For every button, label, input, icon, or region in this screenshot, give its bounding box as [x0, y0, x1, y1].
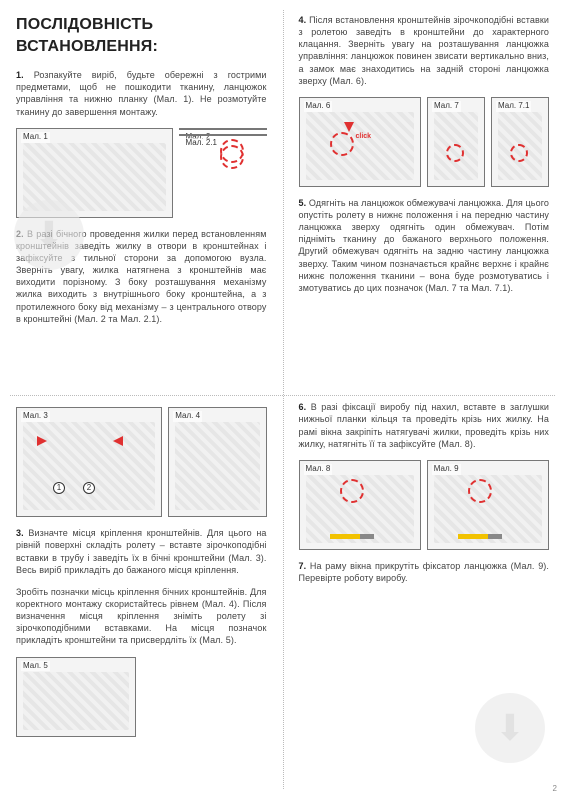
arrow-icon — [113, 436, 123, 446]
step-3a-text: 3. Визначте місця кріплення кронштейнів.… — [16, 527, 267, 576]
page-number: 2 — [553, 784, 557, 795]
figure-2-1: Мал. 2.1 — [179, 134, 267, 136]
figure-3: Мал. 3 1 2 — [16, 407, 162, 517]
figure-4-label: Мал. 4 — [173, 411, 202, 422]
quadrant-top-right: 4. Після встановлення кронштейнів зірочк… — [283, 0, 565, 387]
callout-circle — [330, 132, 354, 156]
step-5-text: 5. Одягніть на ланцюжок обмежувачі ланцю… — [299, 197, 550, 294]
figure-4-illustration — [175, 422, 259, 510]
fig-row-1: Мал. 1 Мал. 2 Мал. 2.1 — [16, 128, 267, 218]
step-7-text: 7. На раму вікна прикрутіть фіксатор лан… — [299, 560, 550, 584]
step-4-text: 4. Після встановлення кронштейнів зірочк… — [299, 14, 550, 87]
figure-7-1-label: Мал. 7.1 — [496, 101, 531, 112]
callout-circle — [446, 144, 464, 162]
figure-9-label: Мал. 9 — [432, 464, 461, 475]
down-arrow-icon — [344, 122, 354, 132]
fig-row-8-9: Мал. 8 Мал. 9 — [299, 460, 550, 550]
screwdriver-icon — [458, 534, 502, 539]
quadrant-bottom-right: 6. В разі фіксації виробу під нахил, вст… — [283, 387, 565, 799]
quadrant-top-left: ПОСЛІДОВНІСТЬ ВСТАНОВЛЕННЯ: 1. Розпакуйт… — [0, 0, 283, 387]
figure-7: Мал. 7 — [427, 97, 485, 187]
figure-9: Мал. 9 — [427, 460, 549, 550]
step-6-text: 6. В разі фіксації виробу під нахил, вст… — [299, 401, 550, 450]
quadrant-bottom-left: Мал. 3 1 2 Мал. 4 3. Визначте місця кріп… — [0, 387, 283, 799]
figure-5-label: Мал. 5 — [21, 661, 50, 672]
figure-8: Мал. 8 — [299, 460, 421, 550]
figure-6: Мал. 6 click — [299, 97, 422, 187]
step-2-text: 2. В разі бічного проведення жилки перед… — [16, 228, 267, 325]
figure-6-label: Мал. 6 — [304, 101, 333, 112]
figure-5-illustration — [23, 672, 129, 730]
callout-circle — [510, 144, 528, 162]
figure-7-label: Мал. 7 — [432, 101, 461, 112]
figure-2: Мал. 2 — [179, 128, 267, 130]
callout-circle — [468, 479, 492, 503]
figure-5: Мал. 5 — [16, 657, 136, 737]
callout-circle — [220, 145, 244, 169]
fig-row-6-7: Мал. 6 click Мал. 7 Мал. 7.1 — [299, 97, 550, 187]
figure-1-label: Мал. 1 — [21, 132, 50, 143]
watermark-icon: ⬇ — [475, 693, 545, 763]
figure-1-illustration — [23, 143, 166, 211]
figure-3-label: Мал. 3 — [21, 411, 50, 422]
page-title: ПОСЛІДОВНІСТЬ ВСТАНОВЛЕННЯ: — [16, 14, 267, 57]
figure-2-stack: Мал. 2 Мал. 2.1 — [179, 128, 267, 136]
figure-8-label: Мал. 8 — [304, 464, 333, 475]
step-3b-text: Зробіть позначки місць кріплення бічних … — [16, 586, 267, 647]
figure-6-illustration — [306, 112, 415, 180]
vertical-divider — [283, 10, 284, 789]
callout-circle — [340, 479, 364, 503]
click-label: click — [356, 132, 372, 141]
arrow-icon — [37, 436, 47, 446]
watermark-glyph: ⬇ — [495, 704, 525, 753]
screwdriver-icon — [330, 534, 374, 539]
fig-row-3-4: Мал. 3 1 2 Мал. 4 — [16, 407, 267, 517]
instruction-page: ПОСЛІДОВНІСТЬ ВСТАНОВЛЕННЯ: 1. Розпакуйт… — [0, 0, 565, 799]
figure-2-1-label: Мал. 2.1 — [184, 138, 219, 149]
horizontal-divider — [10, 395, 555, 396]
figure-1: Мал. 1 — [16, 128, 173, 218]
figure-4: Мал. 4 — [168, 407, 266, 517]
fig-row-5: Мал. 5 — [16, 657, 267, 737]
figure-7-1: Мал. 7.1 — [491, 97, 549, 187]
step-1-text: 1. Розпакуйте виріб, будьте обережні з г… — [16, 69, 267, 118]
